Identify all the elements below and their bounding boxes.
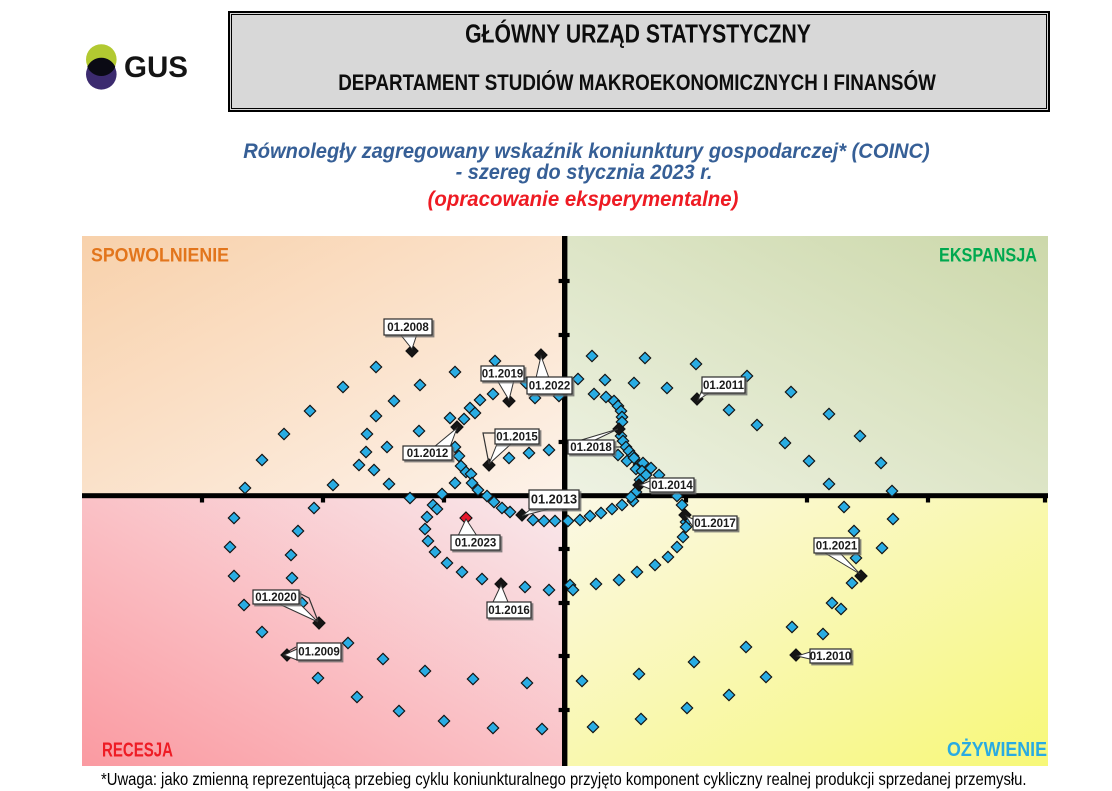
svg-text:DEPARTAMENT STUDIÓW MAKROEKONO: DEPARTAMENT STUDIÓW MAKROEKONOMICZNYCH I…: [338, 70, 936, 96]
svg-text:01.2015: 01.2015: [496, 432, 538, 444]
svg-text:- szereg do stycznia 2023 r.: - szereg do stycznia 2023 r.: [456, 160, 713, 184]
svg-text:*Uwaga: jako zmienną reprezent: *Uwaga: jako zmienną reprezentującą prze…: [101, 770, 1026, 790]
svg-text:01.2022: 01.2022: [529, 381, 571, 393]
svg-text:01.2021: 01.2021: [816, 541, 858, 553]
svg-text:01.2010: 01.2010: [810, 651, 852, 663]
svg-text:01.2020: 01.2020: [255, 592, 297, 604]
svg-text:01.2012: 01.2012: [407, 448, 449, 460]
svg-text:RECESJA: RECESJA: [102, 738, 173, 761]
svg-text:01.2014: 01.2014: [651, 480, 693, 492]
svg-text:01.2011: 01.2011: [703, 380, 745, 392]
svg-text:01.2023: 01.2023: [455, 538, 497, 550]
svg-text:01.2009: 01.2009: [298, 647, 340, 659]
svg-text:Równoległy zagregowany wskaźni: Równoległy zagregowany wskaźnik koniunkt…: [243, 139, 930, 163]
svg-text:01.2017: 01.2017: [694, 518, 736, 530]
svg-text:SPOWOLNIENIE: SPOWOLNIENIE: [91, 244, 229, 266]
svg-text:(opracowanie eksperymentalne): (opracowanie eksperymentalne): [428, 188, 739, 212]
svg-text:GŁÓWNY URZĄD STATYSTYCZNY: GŁÓWNY URZĄD STATYSTYCZNY: [465, 18, 811, 49]
svg-text:01.2018: 01.2018: [570, 442, 612, 454]
svg-text:GUS: GUS: [124, 51, 188, 84]
svg-text:EKSPANSJA: EKSPANSJA: [939, 244, 1037, 266]
svg-text:01.2008: 01.2008: [387, 322, 429, 334]
svg-text:01.2019: 01.2019: [482, 369, 524, 381]
svg-text:01.2013: 01.2013: [531, 492, 577, 507]
svg-text:OŻYWIENIE: OŻYWIENIE: [947, 739, 1047, 761]
svg-text:01.2016: 01.2016: [488, 605, 530, 617]
